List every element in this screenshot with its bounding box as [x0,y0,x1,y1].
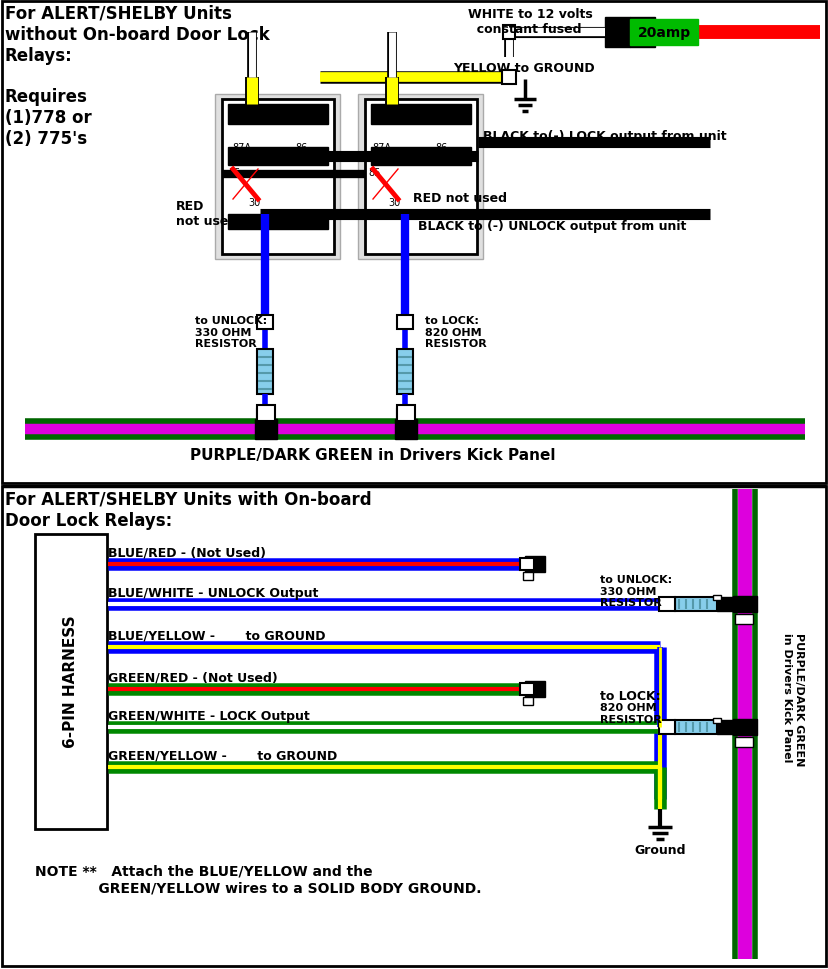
Text: Ground: Ground [633,843,685,857]
Text: 87: 87 [248,111,260,122]
Text: PURPLE/DARK GREEN in Drivers Kick Panel: PURPLE/DARK GREEN in Drivers Kick Panel [190,448,555,462]
Bar [397,406,415,422]
Text: BLUE/WHITE - UNLOCK Output: BLUE/WHITE - UNLOCK Output [108,586,318,600]
Bar [257,350,272,394]
Bar [674,720,716,735]
Bar [629,18,654,47]
Bar [214,95,339,260]
Bar [228,148,328,166]
Text: 6-PIN HARNESS: 6-PIN HARNESS [64,615,79,747]
Text: For ALERT/SHELBY Units
without On-board Door Lock
Relays:

Requires
(1)778 or
(2: For ALERT/SHELBY Units without On-board … [5,5,269,147]
Text: to UNLOCK:
330 OHM
RESISTOR: to UNLOCK: 330 OHM RESISTOR [599,575,672,608]
Text: to LOCK:: to LOCK: [599,689,660,703]
Bar [658,597,674,611]
Bar [371,105,470,125]
Text: to LOCK:
820 OHM
RESISTOR: to LOCK: 820 OHM RESISTOR [425,316,486,349]
Bar [358,95,483,260]
Bar [716,597,732,611]
Text: RED not used: RED not used [412,192,507,204]
Bar [734,614,752,624]
Bar [519,558,533,571]
Bar [522,573,532,580]
Text: 820 OHM
RESISTOR: 820 OHM RESISTOR [599,703,661,724]
Bar [732,596,756,612]
Bar [503,26,514,40]
Text: WHITE to 12 volts
  constant fused: WHITE to 12 volts constant fused [468,8,592,36]
Bar [222,100,334,255]
Text: PURPLE/DARK GREEN
in Drivers Kick Panel: PURPLE/DARK GREEN in Drivers Kick Panel [782,633,803,766]
Text: 87: 87 [388,111,400,122]
Bar [658,720,674,735]
Text: YELLOW to GROUND: YELLOW to GROUND [452,62,594,75]
Bar [228,215,328,230]
Text: BLUE/RED - (Not Used): BLUE/RED - (Not Used) [108,547,266,559]
Bar [2,486,825,966]
Bar [524,556,544,573]
Text: GREEN/RED - (Not Used): GREEN/RED - (Not Used) [108,672,277,684]
Text: BLUE/YELLOW -       to GROUND: BLUE/YELLOW - to GROUND [108,629,325,642]
Bar [257,316,272,329]
Bar [397,410,412,423]
Text: RED
not used: RED not used [176,200,237,228]
Text: 85: 85 [368,168,380,178]
Text: 30: 30 [248,198,260,207]
Bar [257,410,272,423]
Text: 86: 86 [295,142,307,153]
Text: For ALERT/SHELBY Units with On-board
Door Lock Relays:: For ALERT/SHELBY Units with On-board Doo… [5,490,371,529]
Bar [604,18,629,47]
Text: to UNLOCK:
330 OHM
RESISTOR: to UNLOCK: 330 OHM RESISTOR [195,316,267,349]
Text: GREEN/YELLOW -       to GROUND: GREEN/YELLOW - to GROUND [108,749,337,763]
Text: 87A: 87A [372,142,391,153]
Bar [524,681,544,698]
Bar [397,350,412,394]
Bar [502,71,515,85]
Bar [35,535,107,829]
Text: GREEN/WHITE - LOCK Output: GREEN/WHITE - LOCK Output [108,709,310,722]
Bar [2,2,825,484]
Bar [712,718,720,723]
Bar [397,316,412,329]
Text: 20amp: 20amp [637,26,690,40]
Bar [629,20,697,46]
Text: BLACK to(-) LOCK output from unit: BLACK to(-) LOCK output from unit [483,130,726,142]
Bar [371,148,470,166]
Bar [228,105,328,125]
Bar [255,420,277,440]
Text: 86: 86 [435,142,447,153]
Bar [522,698,532,705]
Bar [519,683,533,696]
Text: 30: 30 [388,198,400,207]
Text: NOTE **   Attach the BLUE/YELLOW and the
             GREEN/YELLOW wires to a SO: NOTE ** Attach the BLUE/YELLOW and the G… [35,864,481,894]
Bar [732,719,756,735]
Bar [716,720,732,735]
Bar [394,420,416,440]
Text: 87A: 87A [232,142,251,153]
Bar [257,406,275,422]
Bar [674,597,716,611]
Text: BLACK to (-) UNLOCK output from unit: BLACK to (-) UNLOCK output from unit [417,220,686,233]
Bar [734,737,752,747]
Text: 85: 85 [228,168,240,178]
Bar [364,100,476,255]
Bar [712,595,720,601]
